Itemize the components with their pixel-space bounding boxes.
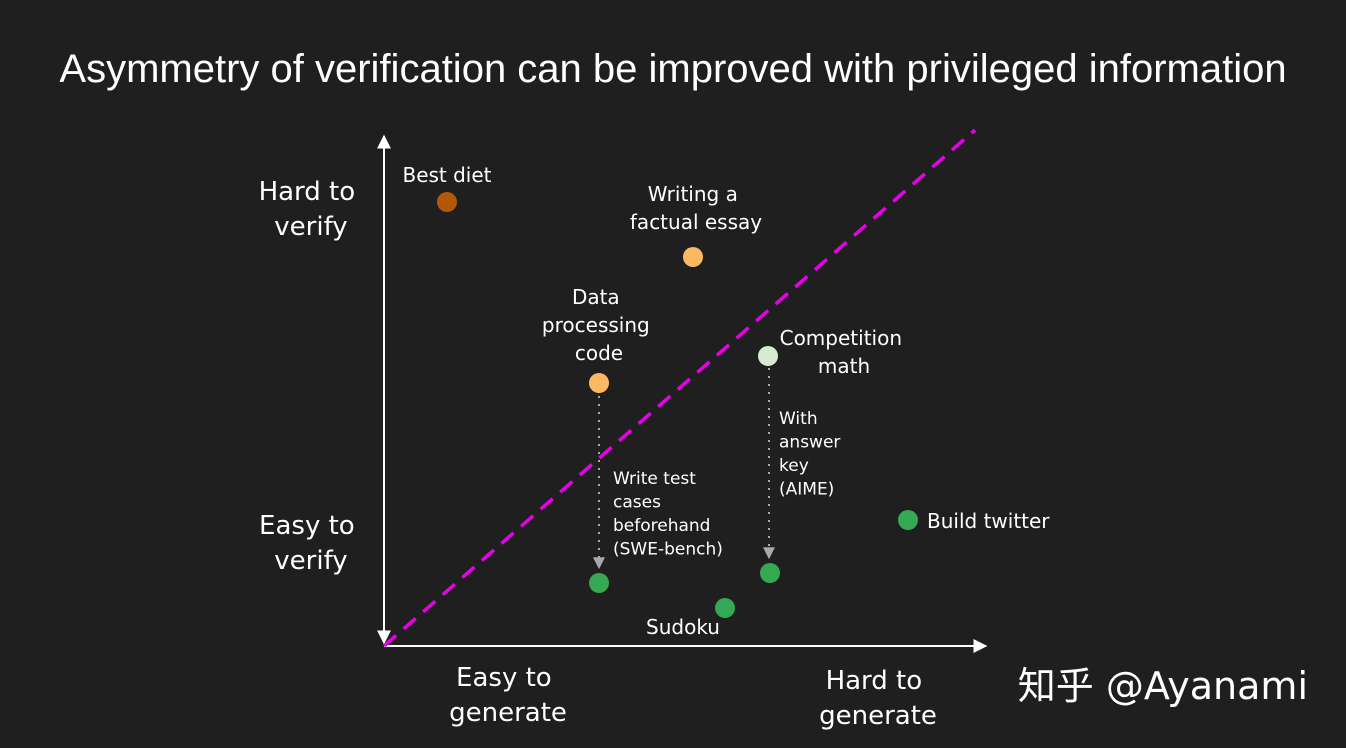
- build-twitter-line: Build twitter: [927, 509, 1050, 533]
- sudoku-dot: [715, 598, 735, 618]
- test-cases-line: beforehand: [613, 516, 710, 536]
- competition-math-dot: [758, 346, 778, 366]
- x-axis-right-line: Hard to: [826, 666, 923, 696]
- x-axis-left-line: generate: [449, 698, 567, 728]
- data-processing-label: Data processing code: [542, 285, 656, 365]
- competition-math-line: math: [818, 354, 870, 378]
- test-cases-label: Write test cases beforehand (SWE-bench): [613, 469, 723, 560]
- answer-key-line: With: [779, 409, 818, 429]
- competition-math-line: Competition: [780, 326, 902, 350]
- test-cases-line: (SWE-bench): [613, 540, 723, 560]
- best-diet-line: Best diet: [402, 163, 491, 187]
- best-diet-label: Best diet: [402, 163, 491, 187]
- test-cases-line: cases: [613, 493, 661, 513]
- y-axis-bottom-line: Easy to: [259, 511, 355, 541]
- answer-key-label: With answer key (AIME): [779, 409, 846, 500]
- x-axis-left-line: Easy to: [456, 663, 552, 693]
- competition-math-keyed-dot: [760, 563, 780, 583]
- factual-essay-line: Writing a: [648, 182, 738, 206]
- competition-math-label: Competition math: [780, 326, 909, 378]
- x-axis-left-label: Easy to generate: [449, 663, 567, 728]
- sudoku-line: Sudoku: [646, 615, 720, 639]
- data-processing-dot: [589, 373, 609, 393]
- factual-essay-label: Writing a factual essay: [630, 182, 762, 234]
- answer-key-line: answer: [779, 433, 840, 453]
- data-processing-line: processing: [542, 313, 650, 337]
- sudoku-label: Sudoku: [646, 615, 720, 639]
- factual-essay-line: factual essay: [630, 210, 762, 234]
- test-cases-line: Write test: [613, 469, 696, 489]
- x-axis-right-line: generate: [819, 701, 937, 731]
- data-processing-tested-dot: [589, 573, 609, 593]
- answer-key-line: key: [779, 456, 809, 476]
- build-twitter-dot: [898, 510, 918, 530]
- slide-title: Asymmetry of verification can be improve…: [59, 47, 1286, 91]
- y-axis-top-line: Hard to: [259, 177, 356, 207]
- y-axis-bottom-line: verify: [274, 546, 347, 576]
- watermark: 知乎 @Ayanami: [1018, 664, 1308, 708]
- best-diet-dot: [437, 192, 457, 212]
- x-axis-right-label: Hard to generate: [819, 666, 937, 731]
- y-axis-top-label: Hard to verify: [259, 177, 364, 242]
- answer-key-line: (AIME): [779, 480, 834, 500]
- data-processing-line: code: [575, 341, 623, 365]
- factual-essay-dot: [683, 247, 703, 267]
- y-axis-bottom-label: Easy to verify: [259, 511, 363, 576]
- parity-diagonal: [382, 128, 977, 648]
- build-twitter-label: Build twitter: [927, 509, 1050, 533]
- y-axis-top-line: verify: [274, 212, 347, 242]
- data-processing-line: Data: [572, 285, 620, 309]
